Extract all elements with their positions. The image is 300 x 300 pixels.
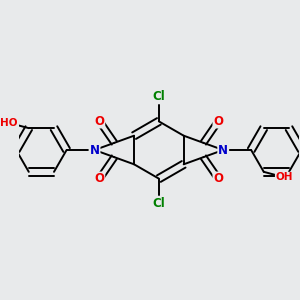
Text: O: O xyxy=(94,115,104,128)
Text: HO: HO xyxy=(0,118,17,128)
Text: Cl: Cl xyxy=(152,197,165,210)
Text: N: N xyxy=(89,143,100,157)
Text: O: O xyxy=(94,172,104,185)
Text: O: O xyxy=(213,172,224,185)
Text: Cl: Cl xyxy=(152,90,165,103)
Text: OH: OH xyxy=(275,172,293,182)
Text: O: O xyxy=(213,115,224,128)
Text: N: N xyxy=(218,143,228,157)
